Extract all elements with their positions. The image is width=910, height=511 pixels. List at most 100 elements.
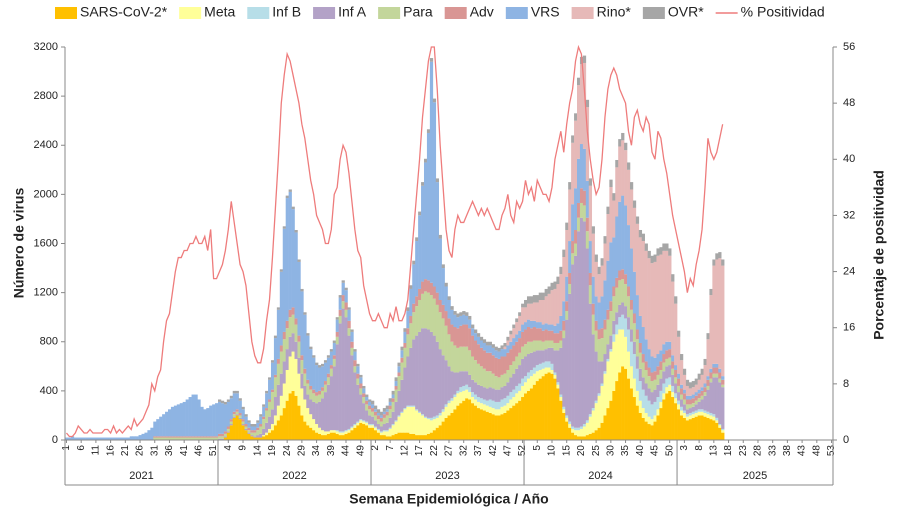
bar-segment (515, 368, 519, 386)
bar-segment (373, 415, 378, 421)
bar-segment (538, 340, 542, 351)
bar-segment (582, 205, 587, 222)
bar-segment (641, 241, 645, 328)
bar-segment (397, 415, 401, 417)
bar-segment (335, 331, 339, 337)
bar-segment (159, 437, 163, 440)
bar-segment (618, 146, 622, 202)
bar-segment (376, 424, 381, 429)
bar-segment (465, 389, 469, 399)
bar-segment (441, 421, 445, 440)
bar-segment (544, 367, 548, 374)
bar-segment (709, 382, 713, 413)
bar-segment (565, 421, 569, 440)
bar-segment (444, 404, 448, 407)
bar-segment (668, 349, 672, 358)
x-tick-label: 36 (164, 445, 175, 457)
bar-segment (509, 341, 513, 350)
bar-segment (574, 427, 578, 431)
bar-segment (597, 393, 601, 396)
bar-segment (562, 412, 566, 440)
bar-segment (276, 307, 281, 310)
legend-label: Para (403, 4, 433, 20)
bar-segment (462, 324, 466, 347)
bar-segment (421, 328, 425, 415)
bar-segment (250, 432, 254, 436)
bar-segment (435, 292, 440, 305)
bar-segment (515, 322, 519, 335)
bar-segment (218, 401, 222, 434)
bar-segment (82, 437, 86, 440)
bar-segment (441, 264, 445, 269)
bar-segment (294, 232, 298, 319)
bar-segment (403, 328, 407, 332)
bar-segment (597, 427, 601, 440)
bar-segment (709, 368, 713, 373)
bar-segment (529, 328, 534, 342)
bar-segment (677, 336, 681, 374)
bar-segment (706, 339, 710, 377)
bar-segment (479, 366, 484, 386)
bar-segment (656, 354, 660, 367)
bar-segment (368, 415, 372, 425)
bar-segment (571, 428, 575, 433)
bar-segment (494, 346, 498, 351)
bar-segment (350, 426, 354, 428)
bar-segment (515, 356, 519, 369)
bar-segment (268, 379, 272, 400)
bar-segment (329, 432, 334, 440)
bar-segment (544, 329, 548, 341)
bar-segment (409, 315, 413, 324)
bar-segment (615, 334, 619, 382)
bar-segment (353, 424, 357, 426)
x-tick-label: 35 (620, 445, 631, 457)
bar-segment (476, 336, 481, 345)
bar-segment (479, 403, 484, 410)
bar-segment (474, 340, 478, 361)
bar-segment (415, 306, 419, 336)
bar-segment (497, 377, 501, 390)
bar-segment (656, 415, 660, 440)
bar-segment (703, 365, 707, 384)
bar-segment (709, 372, 713, 379)
bar-segment (688, 419, 693, 440)
bar-segment (635, 390, 640, 406)
bar-segment (694, 404, 698, 411)
bar-segment (288, 309, 292, 318)
bar-segment (474, 399, 478, 406)
bar-segment (179, 403, 184, 437)
bar-segment (391, 398, 395, 402)
bar-segment (556, 284, 560, 324)
bar-segment (541, 341, 545, 351)
bar-segment (465, 346, 469, 372)
bar-segment (671, 274, 675, 282)
bar-segment (588, 414, 593, 417)
bar-segment (79, 437, 83, 440)
bar-segment (185, 399, 189, 437)
bar-segment (350, 329, 354, 332)
bar-segment (509, 399, 513, 409)
bar-segment (612, 341, 616, 391)
bar-segment (503, 342, 507, 347)
bar-segment (594, 320, 598, 331)
bar-segment (688, 404, 693, 409)
bar-segment (426, 417, 431, 420)
bar-segment (309, 349, 313, 386)
bar-segment (318, 390, 322, 395)
bar-segment (562, 320, 566, 331)
bar-segment (588, 433, 593, 440)
bar-segment (526, 378, 531, 391)
bar-segment (432, 298, 437, 336)
bar-segment (300, 291, 304, 356)
bar-segment (379, 432, 384, 436)
bar-segment (385, 431, 389, 437)
bar-segment (679, 388, 684, 395)
bar-segment (321, 387, 325, 391)
bar-segment (256, 427, 260, 431)
bar-segment (627, 286, 631, 297)
bar-segment (647, 416, 651, 425)
bar-segment (335, 433, 339, 440)
bar-segment (253, 426, 257, 431)
bar-segment (194, 436, 198, 438)
bar-segment (273, 377, 278, 398)
